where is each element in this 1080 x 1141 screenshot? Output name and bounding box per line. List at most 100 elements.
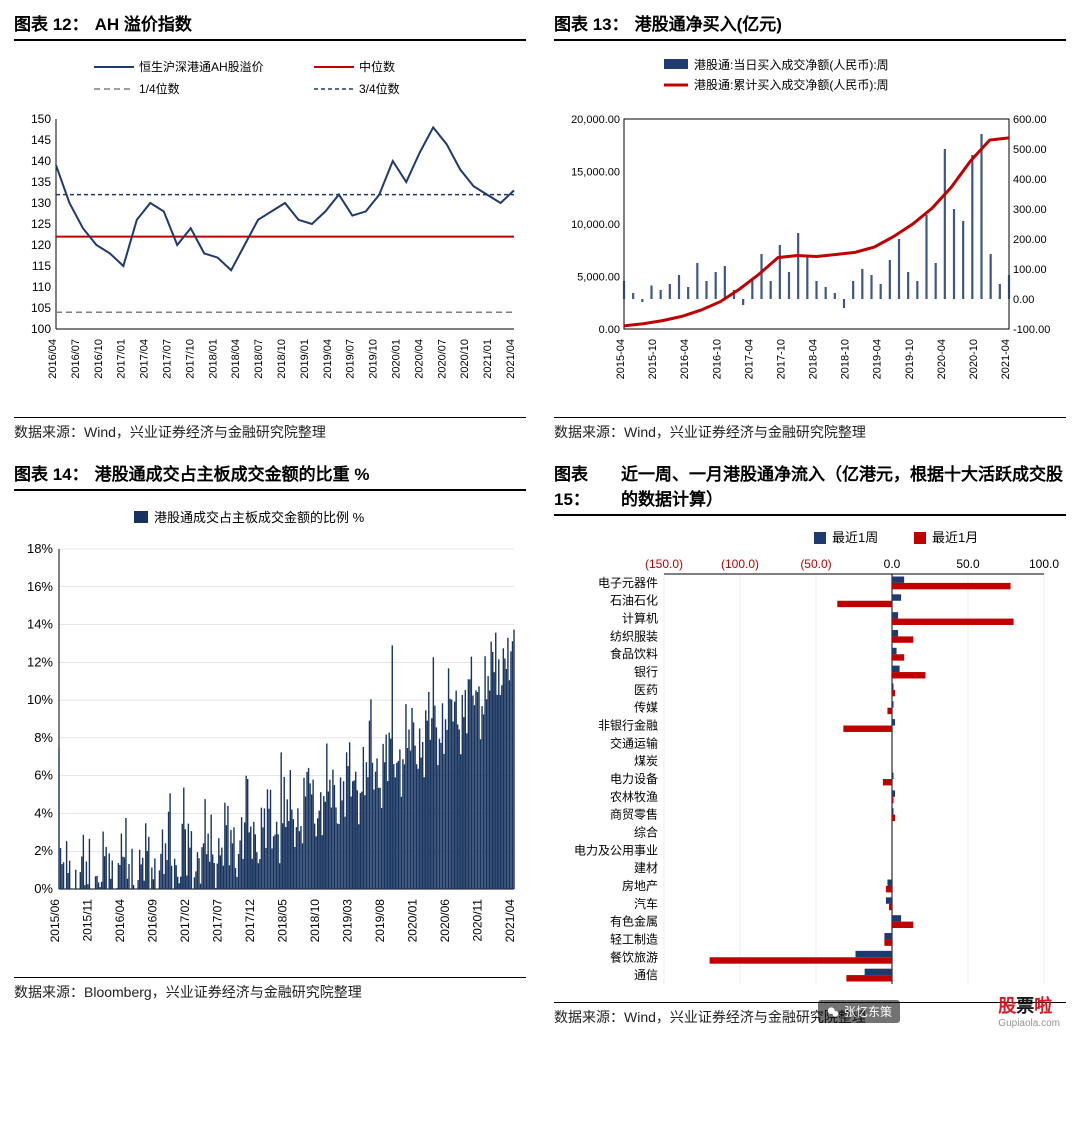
svg-text:传媒: 传媒: [634, 700, 658, 715]
svg-text:计算机: 计算机: [622, 611, 658, 626]
svg-text:100: 100: [31, 322, 51, 336]
svg-text:5,000.00: 5,000.00: [577, 272, 620, 284]
svg-text:130: 130: [31, 196, 51, 210]
svg-text:中位数: 中位数: [359, 59, 395, 74]
svg-text:建材: 建材: [634, 861, 658, 875]
svg-text:银行: 银行: [634, 665, 658, 679]
svg-text:-100.00: -100.00: [1013, 324, 1050, 336]
svg-text:2020/06: 2020/06: [438, 899, 452, 943]
svg-text:2017/10: 2017/10: [184, 339, 196, 379]
svg-text:1/4位数: 1/4位数: [139, 81, 180, 96]
svg-text:综合: 综合: [634, 824, 658, 839]
svg-text:2018/10: 2018/10: [276, 339, 288, 379]
svg-text:0.00: 0.00: [599, 324, 620, 336]
svg-text:(150.0): (150.0): [645, 557, 683, 571]
svg-text:18%: 18%: [27, 541, 53, 556]
svg-text:轻工制造: 轻工制造: [610, 932, 658, 946]
chart15-plot: 最近1周最近1月(150.0)(100.0)(50.0)0.050.0100.0…: [554, 524, 1066, 994]
svg-text:电力及公用事业: 电力及公用事业: [574, 843, 658, 857]
svg-text:10,000.00: 10,000.00: [571, 219, 620, 231]
wechat-watermark: 张忆东策: [818, 1000, 900, 1023]
svg-text:2020/11: 2020/11: [471, 899, 485, 942]
svg-text:纺织服装: 纺织服装: [610, 629, 658, 643]
svg-text:2017/12: 2017/12: [243, 899, 257, 943]
svg-text:2020/01: 2020/01: [391, 339, 403, 379]
svg-text:2016/07: 2016/07: [70, 339, 82, 379]
svg-text:3/4位数: 3/4位数: [359, 81, 400, 96]
svg-text:0%: 0%: [34, 881, 53, 896]
svg-text:50.0: 50.0: [956, 557, 980, 571]
svg-text:2019/04: 2019/04: [322, 339, 334, 379]
chart14-title: 港股通成交占主板成交金额的比重 %: [95, 460, 370, 485]
chart12-title: AH 溢价指数: [95, 10, 192, 35]
svg-text:0.00: 0.00: [1013, 294, 1034, 306]
svg-text:2017/04: 2017/04: [139, 339, 151, 379]
svg-text:汽车: 汽车: [634, 896, 658, 911]
svg-text:110: 110: [32, 280, 51, 294]
svg-text:2020/10: 2020/10: [459, 339, 471, 379]
svg-text:农林牧渔: 农林牧渔: [610, 790, 658, 804]
svg-text:2019/03: 2019/03: [341, 899, 355, 943]
svg-text:2020/04: 2020/04: [413, 339, 425, 379]
svg-text:电力设备: 电力设备: [610, 772, 658, 786]
chart13-title: 港股通净买入(亿元): [635, 10, 782, 35]
svg-text:(100.0): (100.0): [721, 557, 759, 571]
svg-text:2016-04: 2016-04: [679, 339, 691, 379]
svg-text:港股通:当日买入成交净额(人民币):周: 港股通:当日买入成交净额(人民币):周: [694, 57, 889, 72]
svg-text:2015-10: 2015-10: [647, 339, 659, 379]
svg-text:150: 150: [31, 112, 51, 126]
chart13-title-prefix: 图表 13：: [554, 10, 629, 35]
svg-text:2017/01: 2017/01: [116, 339, 128, 379]
svg-text:非银行金融: 非银行金融: [598, 718, 658, 733]
svg-text:2020/07: 2020/07: [436, 339, 448, 379]
svg-text:(50.0): (50.0): [800, 557, 831, 571]
svg-text:20,000.00: 20,000.00: [571, 114, 620, 126]
svg-text:0.0: 0.0: [884, 557, 901, 571]
svg-text:2018/10: 2018/10: [308, 899, 322, 943]
svg-text:8%: 8%: [34, 730, 53, 745]
svg-text:12%: 12%: [27, 654, 53, 669]
svg-text:2018-10: 2018-10: [840, 339, 852, 379]
svg-text:2015-04: 2015-04: [615, 339, 627, 379]
chart12-cell: 图表 12： AH 溢价指数 恒生沪深港通AH股溢价中位数1/4位数3/4位数1…: [0, 0, 540, 450]
svg-text:交通运输: 交通运输: [610, 735, 658, 750]
svg-text:2020-04: 2020-04: [936, 339, 948, 379]
svg-text:港股通:累计买入成交净额(人民币):周: 港股通:累计买入成交净额(人民币):周: [694, 77, 889, 92]
svg-text:2021/04: 2021/04: [505, 339, 517, 379]
svg-text:恒生沪深港通AH股溢价: 恒生沪深港通AH股溢价: [139, 60, 264, 74]
svg-text:商贸零售: 商贸零售: [610, 807, 658, 822]
watermark-p2: 票: [1016, 996, 1034, 1016]
svg-text:房地产: 房地产: [622, 878, 658, 893]
svg-text:300.00: 300.00: [1013, 204, 1047, 216]
svg-text:2017-10: 2017-10: [775, 339, 787, 379]
svg-text:餐饮旅游: 餐饮旅游: [610, 949, 658, 964]
svg-text:125: 125: [31, 217, 51, 231]
chart15-title: 近一周、一月港股通净流入（亿港元，根据十大活跃成交股的数据计算）: [621, 460, 1066, 510]
svg-text:通信: 通信: [634, 968, 658, 982]
svg-text:105: 105: [31, 301, 51, 315]
svg-text:最近1月: 最近1月: [932, 530, 978, 545]
svg-text:2018/04: 2018/04: [230, 339, 242, 379]
chart14-source: 数据来源：Bloomberg，兴业证券经济与金融研究院整理: [14, 977, 526, 1002]
svg-text:2016/04: 2016/04: [113, 899, 127, 943]
svg-text:2020-10: 2020-10: [968, 339, 980, 379]
chart14-title-row: 图表 14： 港股通成交占主板成交金额的比重 %: [14, 460, 526, 491]
svg-text:2017/02: 2017/02: [178, 899, 192, 943]
watermark-red: 股: [998, 996, 1016, 1016]
svg-text:6%: 6%: [34, 768, 53, 783]
svg-text:600.00: 600.00: [1013, 114, 1047, 126]
chart15-title-row: 图表 15： 近一周、一月港股通净流入（亿港元，根据十大活跃成交股的数据计算）: [554, 460, 1066, 516]
svg-text:115: 115: [32, 259, 51, 273]
watermark-sub: Gupiaola.com: [998, 1018, 1060, 1029]
svg-text:2017/07: 2017/07: [162, 339, 174, 379]
svg-text:2018/01: 2018/01: [207, 339, 219, 379]
svg-text:2021-04: 2021-04: [1000, 339, 1012, 379]
chart15-source: 数据来源：Wind，兴业证券经济与金融研究院整理: [554, 1002, 1066, 1027]
svg-text:2018-04: 2018-04: [808, 339, 820, 379]
chart13-cell: 图表 13： 港股通净买入(亿元) 港股通:当日买入成交净额(人民币):周港股通…: [540, 0, 1080, 450]
svg-text:有色金属: 有色金属: [610, 914, 658, 929]
svg-text:2018/07: 2018/07: [253, 339, 265, 379]
svg-text:煤炭: 煤炭: [634, 754, 658, 768]
svg-text:100.00: 100.00: [1013, 264, 1047, 276]
chart12-source: 数据来源：Wind，兴业证券经济与金融研究院整理: [14, 417, 526, 442]
